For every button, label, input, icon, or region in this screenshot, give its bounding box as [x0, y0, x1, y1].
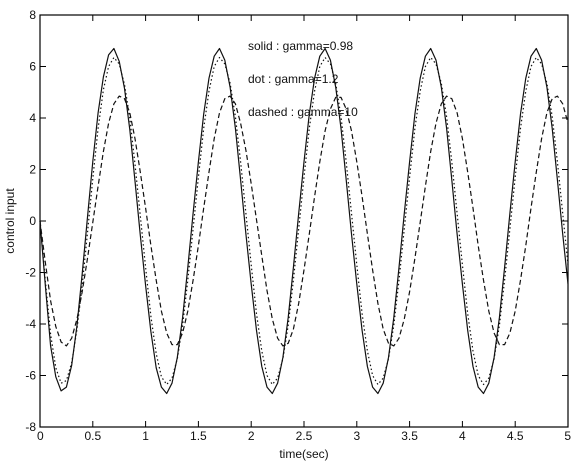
x-tick-label: 2 — [248, 429, 255, 443]
y-tick-label: 2 — [29, 163, 36, 177]
y-tick-label: 0 — [29, 214, 36, 228]
y-tick-label: -8 — [25, 420, 36, 434]
y-axis-label: control input — [3, 188, 17, 254]
series-line-dashed — [39, 95, 569, 347]
y-tick-label: -4 — [25, 317, 36, 331]
y-tick-label: 6 — [29, 60, 36, 74]
series-layer — [39, 47, 569, 395]
y-tick-label: -6 — [25, 369, 36, 383]
x-tick-label: 1.5 — [190, 429, 207, 443]
series-line-solid — [39, 47, 569, 395]
x-tick-label: 0 — [37, 429, 44, 443]
y-axis-ticks: -8 -6 -4 -2 0 2 4 6 8 — [25, 8, 568, 434]
y-tick-label: 8 — [29, 8, 36, 22]
x-tick-label: 5 — [564, 429, 571, 443]
y-tick-label: 4 — [29, 111, 36, 125]
x-tick-label: 2.5 — [296, 429, 313, 443]
x-tick-label: 0.5 — [84, 429, 101, 443]
annotation-dashed: dashed : gamma=10 — [248, 105, 358, 119]
annotation-solid: solid : gamma=0.98 — [248, 39, 353, 53]
annotation-dot: dot : gamma=1.2 — [248, 72, 339, 86]
y-tick-label: -2 — [25, 266, 36, 280]
x-tick-label: 3 — [353, 429, 360, 443]
x-axis-ticks: 0 0.5 1 1.5 2 2.5 3 3.5 4 4.5 5 — [37, 15, 571, 443]
x-tick-label: 3.5 — [401, 429, 418, 443]
x-tick-label: 1 — [142, 429, 149, 443]
annotation-layer: solid : gamma=0.98 dot : gamma=1.2 dashed … — [248, 39, 358, 119]
x-tick-label: 4.5 — [507, 429, 524, 443]
x-tick-label: 4 — [459, 429, 466, 443]
x-axis-label: time(sec) — [279, 447, 328, 461]
